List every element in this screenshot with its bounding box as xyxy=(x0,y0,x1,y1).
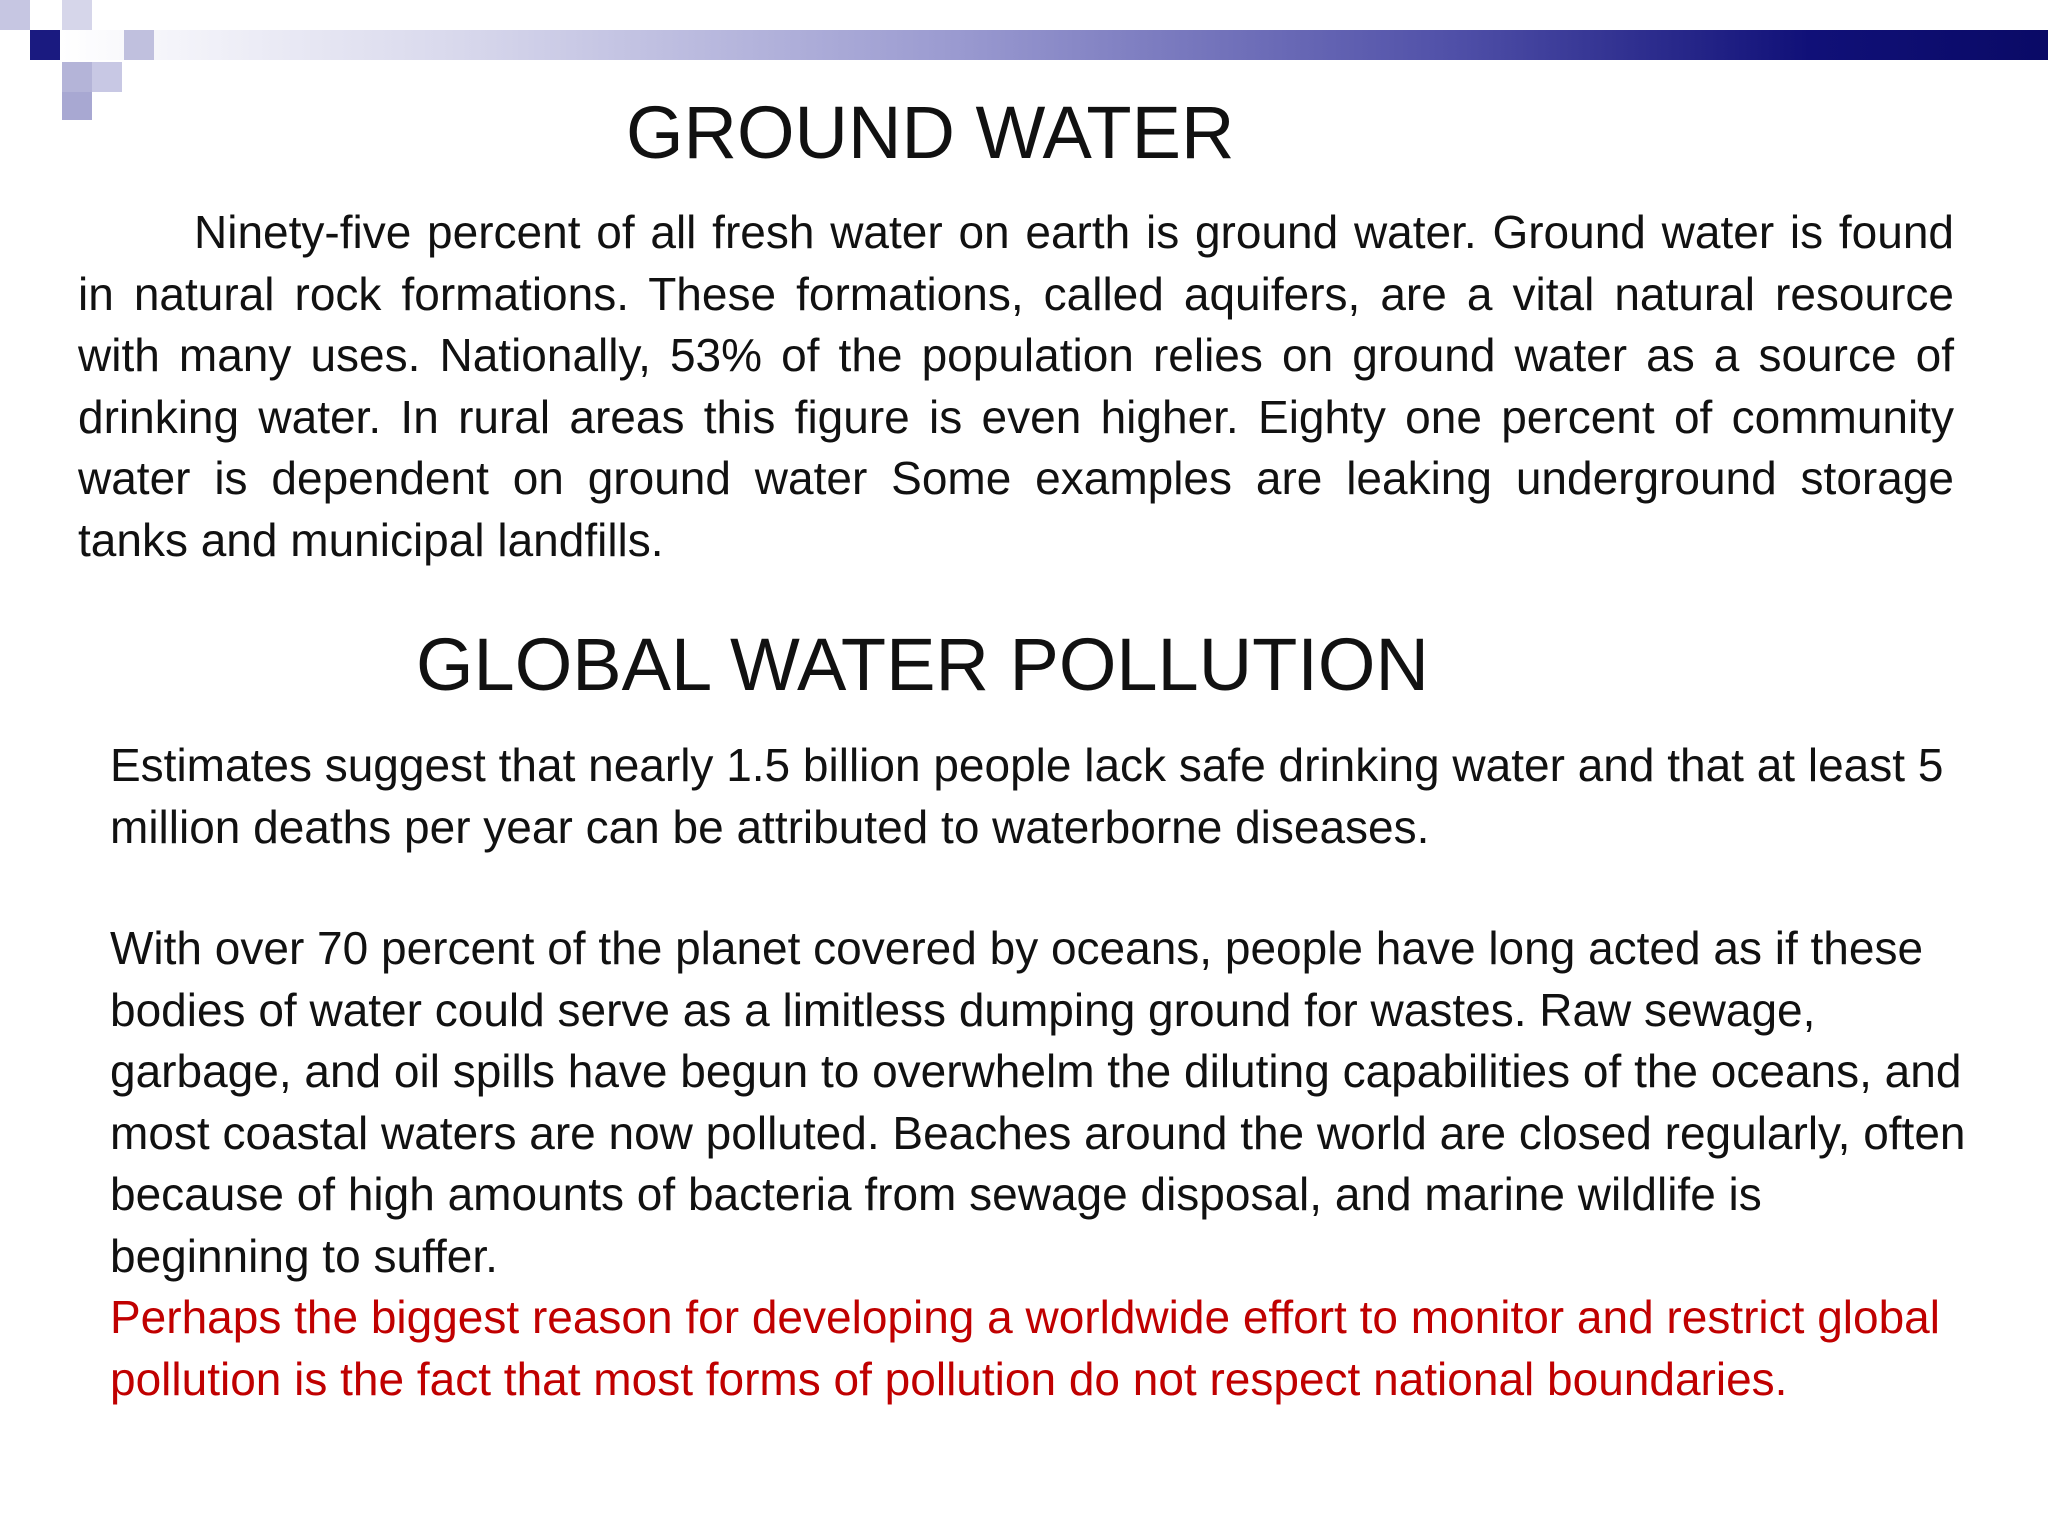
decorative-square xyxy=(92,62,122,92)
oceans-paragraph: With over 70 percent of the planet cover… xyxy=(110,922,1966,1282)
estimates-paragraph: Estimates suggest that nearly 1.5 billio… xyxy=(110,739,1944,853)
decorative-square xyxy=(62,92,92,120)
global-water-pollution-heading: GLOBAL WATER POLLUTION xyxy=(416,623,1429,706)
header-gradient-bar xyxy=(62,30,2048,60)
decorative-square xyxy=(124,30,154,60)
decorative-square xyxy=(0,0,30,30)
ground-water-heading: GROUND WATER xyxy=(626,91,1235,174)
decorative-square-accent xyxy=(30,30,60,60)
decorative-square xyxy=(62,62,92,92)
ground-water-paragraph: Ninety-five percent of all fresh water o… xyxy=(78,206,1954,566)
decorative-square xyxy=(62,0,92,30)
pollution-boundaries-paragraph: Perhaps the biggest reason for developin… xyxy=(110,1291,1940,1405)
